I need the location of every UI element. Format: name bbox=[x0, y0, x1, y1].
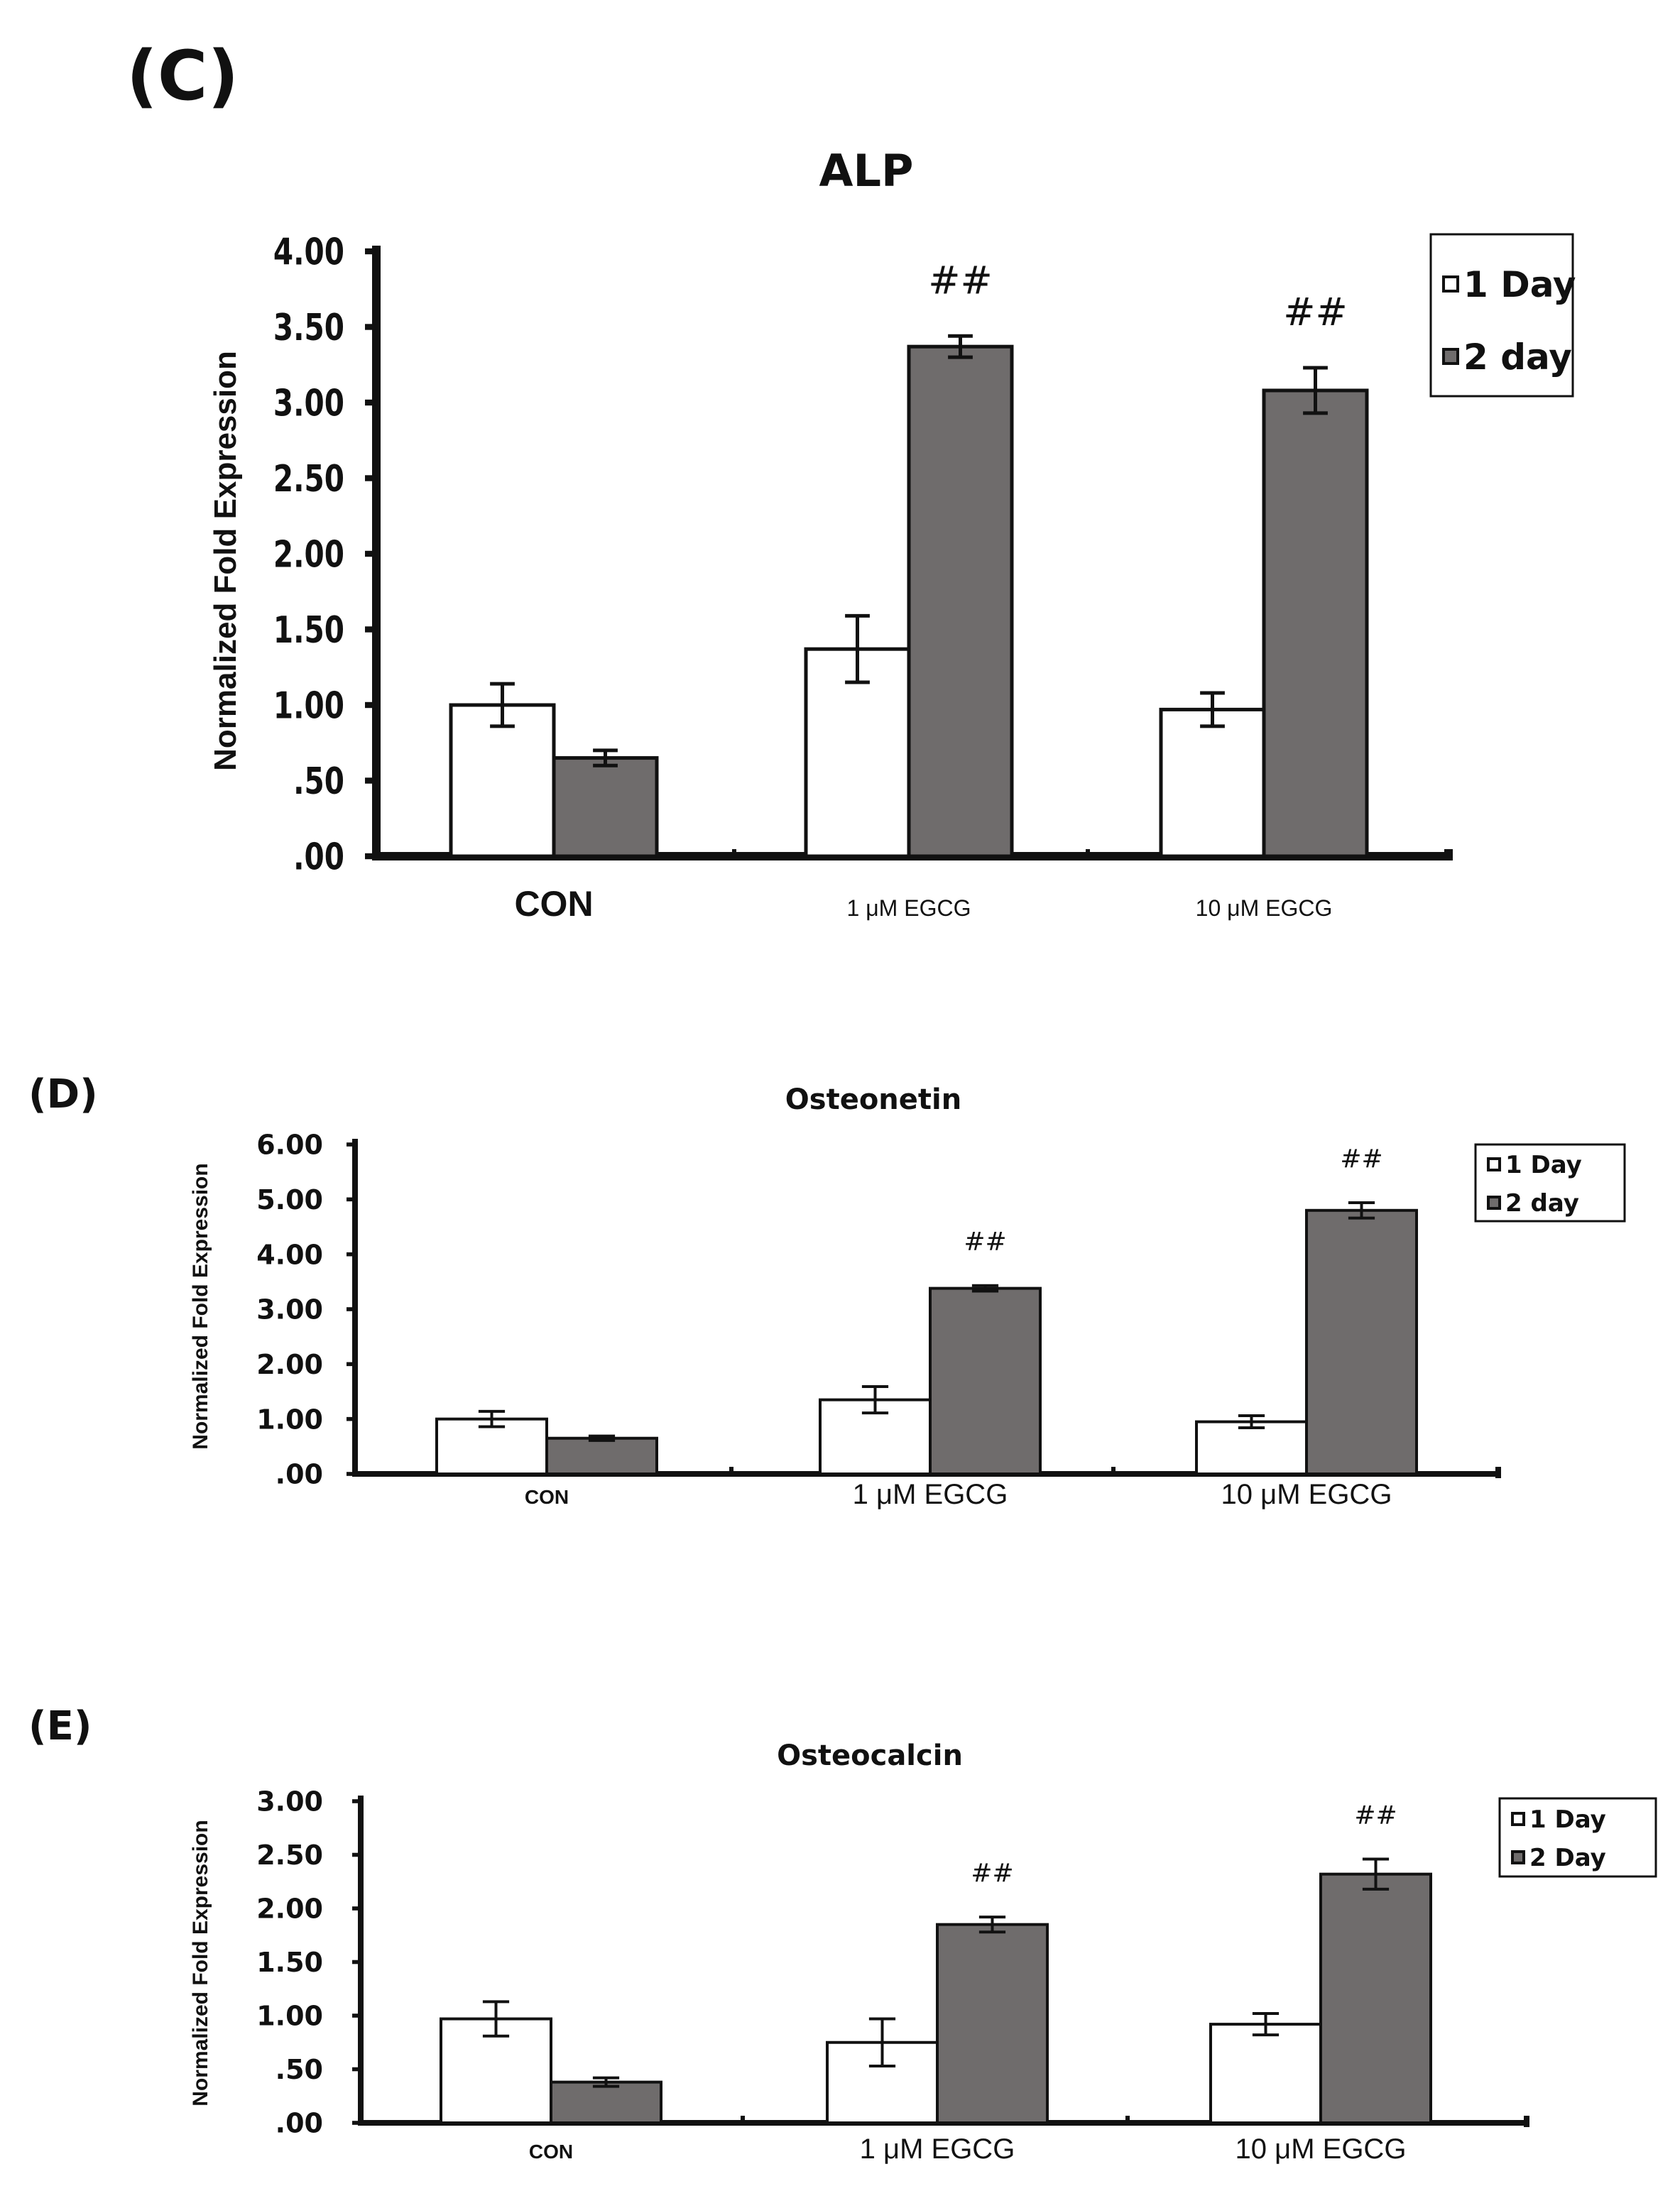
chart-panel-e: (E) Osteocalcin Normalized Fold Expression… bbox=[28, 1703, 1657, 2165]
legend-label: 2 day bbox=[1505, 1189, 1579, 1218]
y-tick-label: 1.00 bbox=[273, 684, 344, 727]
panel-letter: (C) bbox=[126, 36, 239, 116]
y-axis-label: Normalized Fold Expression bbox=[208, 351, 243, 771]
significance-marker: ## bbox=[928, 258, 993, 302]
bar-day1 bbox=[1159, 707, 1266, 858]
category-label: 10 μM EGCG bbox=[1196, 895, 1333, 921]
y-tick-label: 1.50 bbox=[256, 1947, 323, 1978]
chart-panel-c: (C) ALP Normalized Fold Expression .00 .50 1.… bbox=[126, 36, 1576, 924]
bar-day2 bbox=[552, 756, 659, 858]
bar-day2 bbox=[936, 1923, 1049, 2124]
bar-day1 bbox=[435, 1417, 548, 1475]
chart-title: Osteonetin bbox=[785, 1083, 961, 1116]
y-tick-label: 3.00 bbox=[273, 382, 344, 425]
significance-marker: ## bbox=[1283, 290, 1348, 334]
y-tick-label: 3.00 bbox=[256, 1294, 323, 1326]
category-label: 1 μM EGCG bbox=[847, 895, 971, 921]
legend: 1 Day 2 Day bbox=[1498, 1797, 1657, 1878]
bar-day2 bbox=[545, 1436, 658, 1475]
y-tick-label: 5.00 bbox=[256, 1184, 323, 1215]
y-tick-label: 4.00 bbox=[256, 1239, 323, 1270]
panel-letter: (D) bbox=[28, 1071, 98, 1118]
legend-label: 1 Day bbox=[1463, 264, 1576, 305]
significance-marker: ## bbox=[1354, 1801, 1397, 1830]
y-tick-label: 2.00 bbox=[256, 1349, 323, 1380]
legend-label: 1 Day bbox=[1529, 1805, 1606, 1834]
legend-swatch-day2 bbox=[1487, 1196, 1501, 1210]
y-tick-label: 3.50 bbox=[273, 306, 344, 349]
y-tick-label: 2.50 bbox=[256, 1840, 323, 1871]
bar-day1 bbox=[1209, 2023, 1322, 2125]
y-tick-label: .00 bbox=[276, 1459, 323, 1490]
bar-day2 bbox=[907, 344, 1014, 858]
category-label: 1 μM EGCG bbox=[853, 1479, 1008, 1510]
y-tick-label: 4.00 bbox=[273, 231, 344, 273]
category-label: 10 μM EGCG bbox=[1236, 2133, 1407, 2165]
y-tick-label: 3.00 bbox=[256, 1786, 323, 1818]
significance-marker: ## bbox=[964, 1228, 1006, 1257]
legend-swatch-day1 bbox=[1487, 1157, 1501, 1171]
legend: 1 Day 2 day bbox=[1429, 233, 1576, 398]
bar-day2 bbox=[1262, 388, 1369, 858]
category-label: 1 μM EGCG bbox=[860, 2133, 1015, 2165]
category-label: 10 μM EGCG bbox=[1221, 1479, 1392, 1510]
bar-day2 bbox=[550, 2080, 662, 2125]
bar-day2 bbox=[929, 1286, 1042, 1475]
category-label: CON bbox=[514, 884, 593, 924]
y-axis-label: Normalized Fold Expression bbox=[189, 1820, 212, 2106]
y-tick-label: 1.50 bbox=[273, 608, 344, 651]
y-tick-label: .50 bbox=[276, 2054, 323, 2085]
legend: 1 Day 2 day bbox=[1474, 1143, 1626, 1223]
panel-letter: (E) bbox=[28, 1703, 92, 1749]
legend-frame bbox=[1429, 233, 1574, 398]
y-tick-label: .00 bbox=[276, 2108, 323, 2139]
y-tick-label: 1.00 bbox=[256, 1404, 323, 1435]
chart-panel-d: (D) Osteonetin Normalized Fold Expression.… bbox=[28, 1071, 1626, 1510]
category-label: CON bbox=[525, 1486, 569, 1508]
y-tick-label: .50 bbox=[293, 760, 344, 802]
y-tick-label: 1.00 bbox=[256, 2001, 323, 2032]
legend-frame bbox=[1498, 1797, 1657, 1878]
y-tick-label: 6.00 bbox=[256, 1130, 323, 1161]
significance-marker: ## bbox=[1340, 1144, 1382, 1174]
bar-day1 bbox=[1195, 1420, 1308, 1475]
y-tick-label: 2.50 bbox=[273, 457, 344, 500]
y-tick-label: .00 bbox=[293, 836, 344, 878]
chart-title: Osteocalcin bbox=[777, 1739, 963, 1772]
bar-day2 bbox=[1305, 1208, 1418, 1476]
category-label: CON bbox=[529, 2141, 573, 2163]
legend-swatch-day1 bbox=[1511, 1812, 1525, 1826]
legend-label: 1 Day bbox=[1505, 1151, 1582, 1179]
chart-title: ALP bbox=[819, 145, 914, 197]
legend-swatch-day1 bbox=[1442, 275, 1459, 293]
significance-marker: ## bbox=[971, 1859, 1013, 1888]
y-tick-label: 2.00 bbox=[256, 1894, 323, 1925]
legend-label: 2 day bbox=[1463, 337, 1572, 378]
bar-day2 bbox=[1319, 1872, 1432, 2124]
y-axis-label: Normalized Fold Expression bbox=[189, 1163, 212, 1449]
legend-label: 2 Day bbox=[1529, 1844, 1606, 1872]
legend-swatch-day2 bbox=[1442, 348, 1459, 365]
y-tick-label: 2.00 bbox=[273, 533, 344, 576]
legend-swatch-day2 bbox=[1511, 1850, 1525, 1864]
